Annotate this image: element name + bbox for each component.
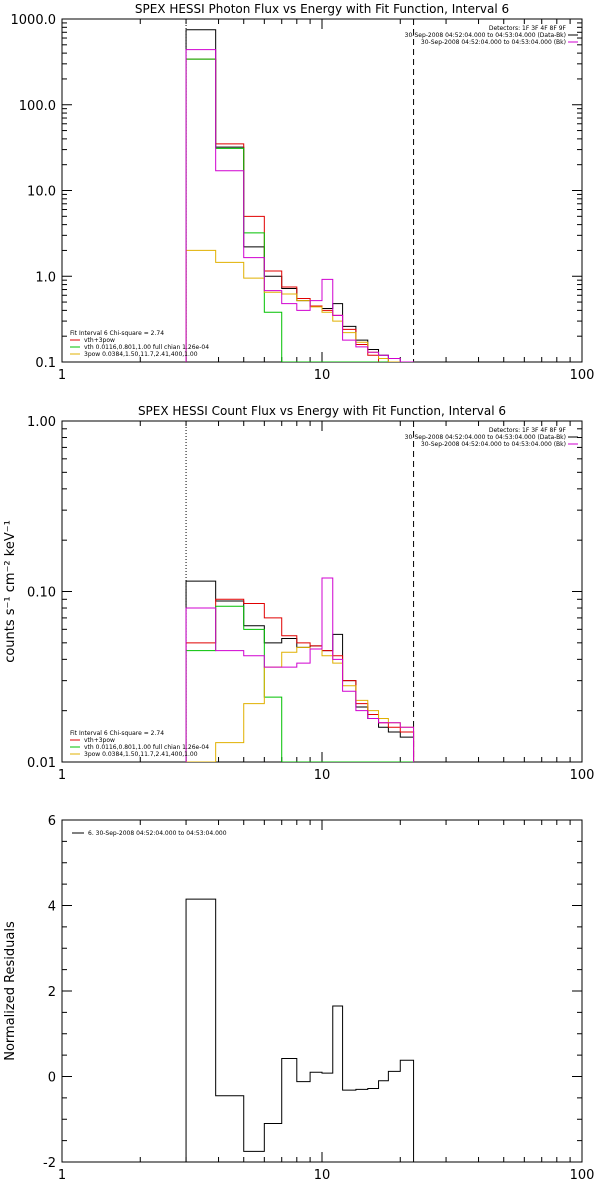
chart-title: SPEX HESSI Photon Flux vs Energy with Fi… [135,2,509,16]
header-text: Detectors: 1F 3F 4F 8F 9F [489,427,567,434]
panel-2: SPEX HESSI Count Flux vs Energy with Fit… [3,404,594,783]
y-tick-label: -2 [43,1156,56,1171]
plot-frame [61,819,583,1163]
x-tick-label: 100 [570,1168,595,1183]
panel-1: SPEX HESSI Photon Flux vs Energy with Fi… [11,2,595,383]
y-tick-label: 0.10 [27,586,56,601]
y-tick-label: 1.00 [27,415,56,430]
y-tick-label: 100.0 [19,99,56,114]
y-tick-label: 1000.0 [11,13,57,28]
series-vth-line [185,605,415,762]
y-tick-label: 2 [48,985,56,1000]
legend-title: Fit Interval 6 Chi-square = 2.74 [70,330,164,337]
series-vth-3pow-line [185,58,415,362]
series-total-line [185,29,415,362]
header-text: Detectors: 1F 3F 4F 8F 9F [489,25,567,32]
x-tick-label: 1 [58,1168,66,1183]
legend-entry: vth+3pow [84,337,115,344]
y-tick-label: 0.1 [35,356,56,371]
y-axis-label: Normalized Residuals [3,921,18,1061]
series-bk-line [185,577,415,762]
series-3pow-line [185,646,415,762]
series-vth-line [185,58,415,362]
y-tick-label: 4 [48,900,56,915]
series-total-line [185,898,415,1162]
chart-title: SPEX HESSI Count Flux vs Energy with Fit… [138,404,506,418]
series-bk-line [185,49,415,362]
series-group [185,577,415,762]
x-tick-label: 10 [314,368,331,383]
x-tick-label: 1 [58,768,66,783]
series-group [185,898,415,1162]
legend-entry: vth 0.0116,0.801,1.00 full chian 1.26e-0… [84,344,209,351]
legend-title: Fit Interval 6 Chi-square = 2.74 [70,730,164,737]
y-tick-label: 10.0 [27,185,56,200]
header-text: 30-Sep-2008 04:52:04.000 to 04:53:04.000… [405,32,566,39]
series-total-line [185,580,415,762]
series-3pow-line [185,249,415,362]
panel-3: 1 10 100 -2 0 2 4 6 Normalized Residuals 6. 30-Se… [3,814,594,1183]
legend-entry: vth+3pow [84,737,115,744]
x-tick-label: 100 [570,368,595,383]
y-axis-label: counts s⁻¹ cm⁻² keV⁻¹ [3,520,18,663]
y-tick-label: 6 [48,814,56,829]
header-text: 30-Sep-2008 04:52:04.000 to 04:53:04.000… [421,441,566,448]
series-vth-3pow-line [185,598,415,762]
legend-entry: vth 0.0116,0.801,1.00 full chian 1.26e-0… [84,744,209,751]
x-tick-label: 10 [314,768,331,783]
y-tick-label: 0 [48,1071,56,1086]
header-text: 30-Sep-2008 04:52:04.000 to 04:53:04.000… [405,434,566,441]
x-tick-label: 100 [570,768,595,783]
legend-entry: 6. 30-Sep-2008 04:52:04.000 to 04:53:04.… [88,830,227,837]
legend-entry: 3pow 0.0384,1.50,11.7,2.41,400,1.00 [84,351,198,358]
x-tick-label: 10 [314,1168,331,1183]
header-text: 30-Sep-2008 04:52:04.000 to 04:53:04.000… [421,39,566,46]
legend-entry: 3pow 0.0384,1.50,11.7,2.41,400,1.00 [84,751,198,758]
x-tick-label: 1 [58,368,66,383]
series-group [185,29,415,362]
y-tick-label: 1.0 [35,270,56,285]
y-tick-label: 0.01 [27,756,56,771]
